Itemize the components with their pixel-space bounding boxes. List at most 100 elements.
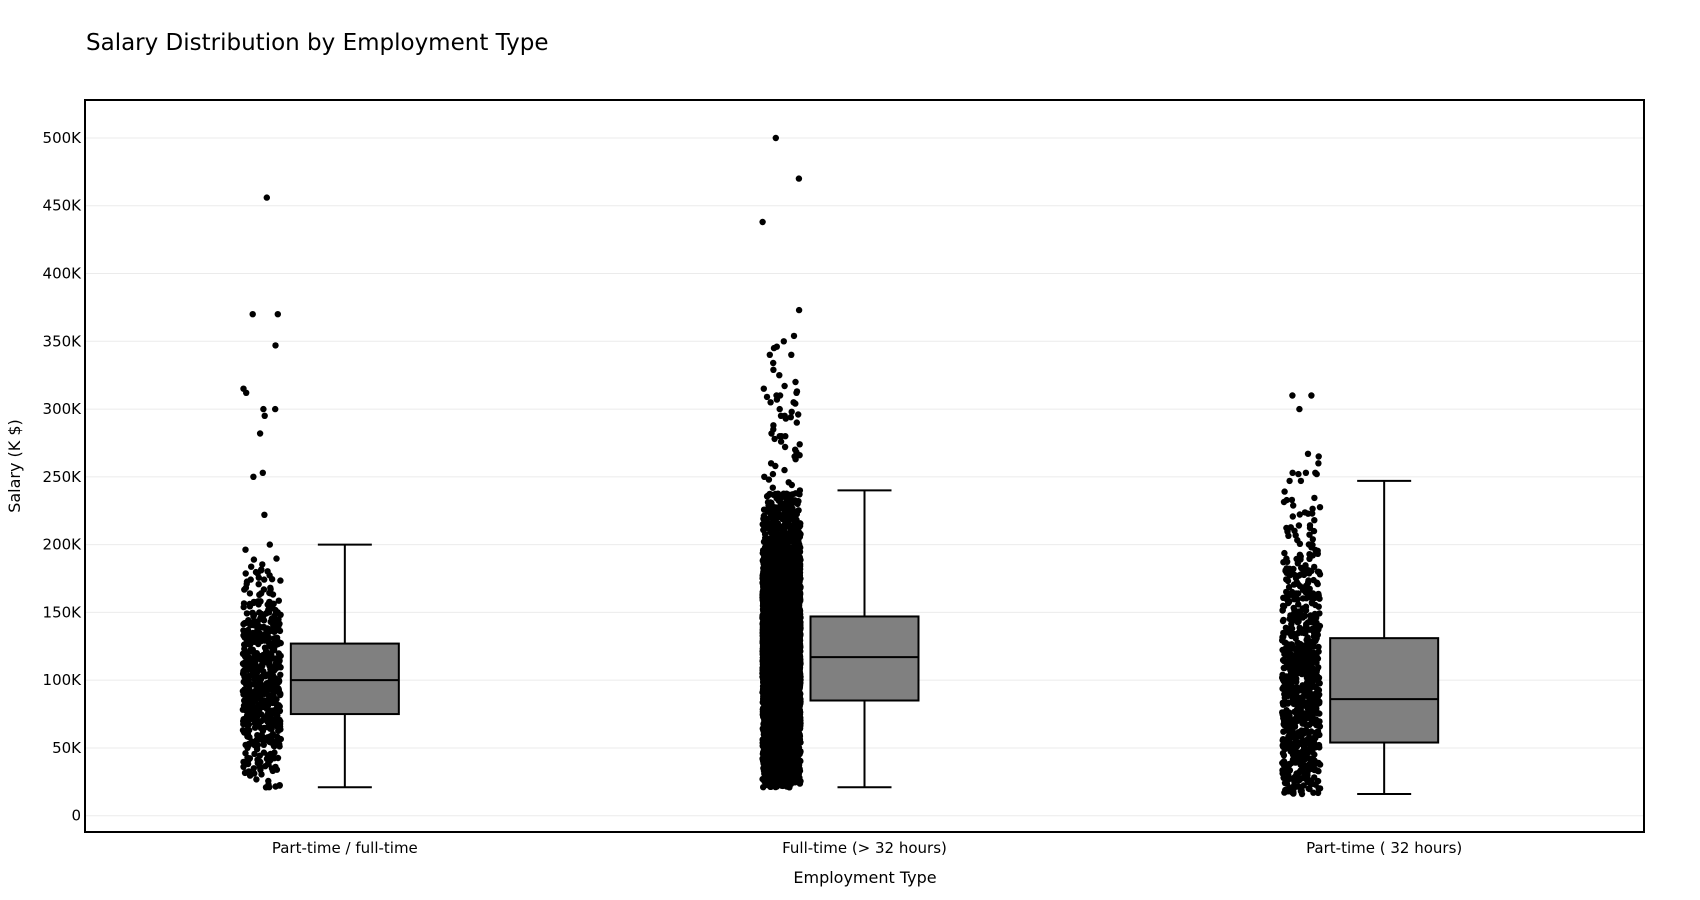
data-point <box>247 641 254 648</box>
data-point <box>254 691 261 698</box>
data-point <box>277 690 284 697</box>
data-point <box>246 672 253 679</box>
data-point <box>273 701 280 708</box>
data-point <box>271 695 278 703</box>
data-point <box>241 659 249 666</box>
data-point <box>257 623 264 631</box>
data-point <box>240 620 247 628</box>
data-point <box>251 651 258 658</box>
data-point <box>255 581 262 588</box>
data-point <box>258 695 265 703</box>
jitter-points <box>239 134 1324 798</box>
data-point <box>244 754 251 761</box>
data-point <box>260 586 268 593</box>
data-point <box>246 603 254 610</box>
data-point <box>240 728 247 735</box>
data-point <box>250 473 257 480</box>
data-point <box>268 640 276 647</box>
data-point <box>277 577 284 584</box>
chart-title: Salary Distribution by Employment Type <box>86 30 548 56</box>
data-point <box>244 760 252 768</box>
data-point <box>248 563 255 570</box>
data-point <box>259 469 266 476</box>
data-point <box>261 703 268 710</box>
data-point <box>245 617 252 624</box>
data-point <box>265 657 272 664</box>
data-point <box>272 763 279 771</box>
data-point <box>269 671 276 678</box>
data-point <box>260 749 268 756</box>
data-point <box>249 691 256 698</box>
data-point <box>268 753 276 760</box>
data-point <box>254 756 261 763</box>
data-point <box>263 637 270 644</box>
data-point <box>264 601 271 608</box>
data-point <box>240 650 247 657</box>
data-point <box>275 723 282 730</box>
data-point <box>263 194 270 201</box>
data-point <box>259 662 266 669</box>
data-point <box>244 721 251 729</box>
data-point <box>258 771 265 778</box>
data-point <box>275 678 283 685</box>
data-point <box>261 714 268 721</box>
data-point <box>262 689 270 697</box>
data-point <box>261 632 269 639</box>
data-point <box>261 644 269 651</box>
data-point <box>269 604 276 612</box>
data-point <box>272 342 279 349</box>
data-point <box>240 763 247 770</box>
data-point <box>251 742 258 749</box>
data-point <box>267 710 275 717</box>
data-point <box>243 389 250 396</box>
data-point <box>253 681 260 688</box>
data-point <box>778 776 785 784</box>
data-point <box>242 570 249 577</box>
data-point <box>270 742 278 750</box>
data-point <box>275 685 282 692</box>
data-point <box>275 737 282 744</box>
data-point <box>250 713 258 720</box>
data-point <box>259 561 266 568</box>
data-point <box>242 678 250 685</box>
data-point <box>241 632 248 639</box>
data-point <box>274 640 282 648</box>
data-point <box>268 615 275 622</box>
data-point <box>255 701 262 708</box>
data-point <box>243 664 251 672</box>
data-point <box>275 616 282 623</box>
data-point <box>248 632 256 639</box>
data-point <box>265 760 272 767</box>
data-point <box>277 652 284 660</box>
data-point <box>245 701 253 708</box>
data-point <box>249 311 256 318</box>
data-point <box>261 511 268 518</box>
data-point <box>266 716 274 723</box>
data-point <box>276 782 283 789</box>
data-point <box>253 776 260 783</box>
data-point <box>277 671 284 678</box>
data-point <box>260 668 267 675</box>
data-point <box>760 784 767 791</box>
data-point <box>260 405 267 413</box>
data-point <box>267 666 274 673</box>
data-point <box>274 311 281 318</box>
data-point <box>240 670 247 678</box>
data-point <box>240 603 247 611</box>
data-point <box>261 576 268 583</box>
data-point <box>247 576 254 583</box>
data-point <box>242 546 249 553</box>
data-point <box>243 714 250 722</box>
data-point <box>272 405 279 413</box>
data-point <box>245 653 252 661</box>
data-point <box>250 611 258 619</box>
data-point <box>250 765 257 772</box>
data-point <box>267 584 274 591</box>
data-point <box>273 658 280 666</box>
data-point <box>275 717 282 724</box>
data-point <box>259 727 267 735</box>
data-point <box>257 598 264 605</box>
data-point <box>262 673 269 680</box>
data-point <box>270 635 278 642</box>
